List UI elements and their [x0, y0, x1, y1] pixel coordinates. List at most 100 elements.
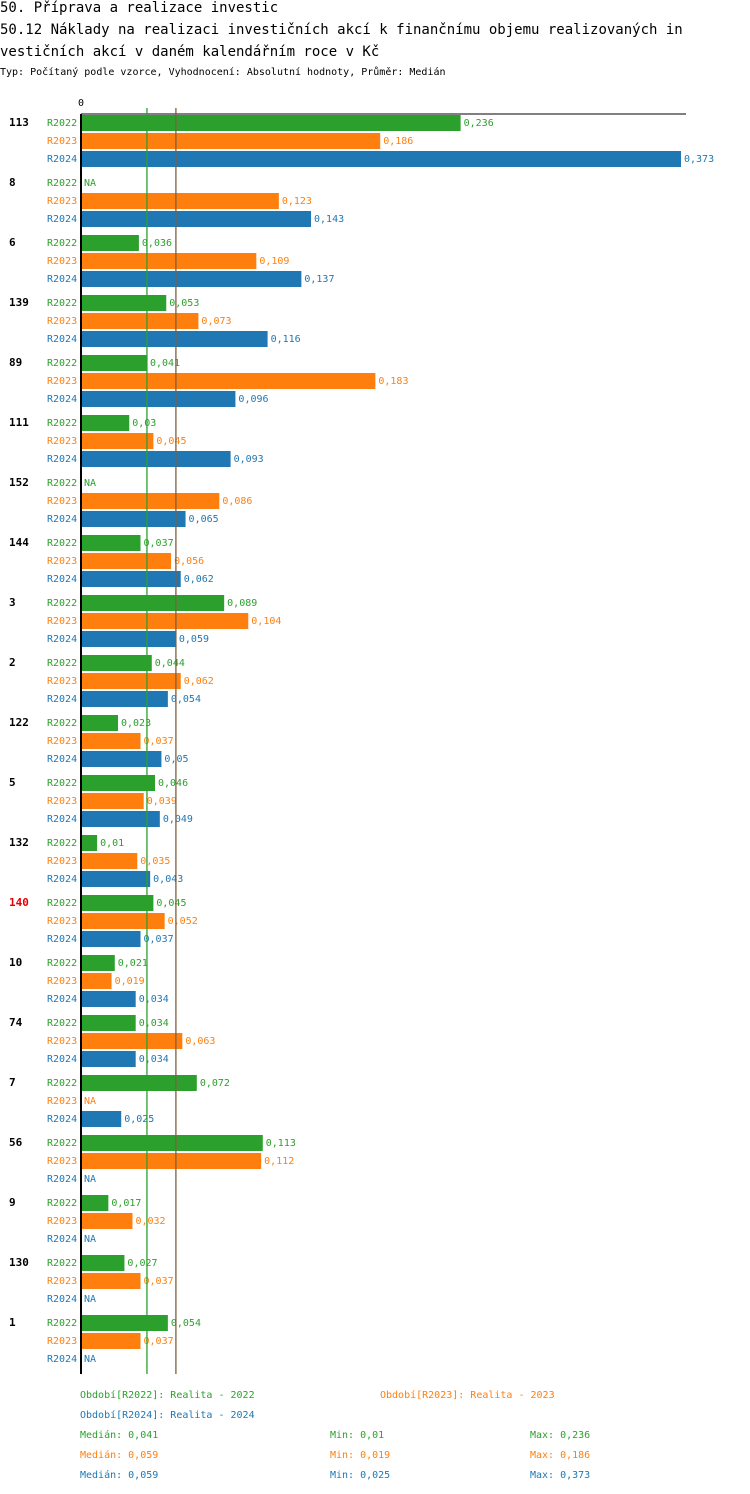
- value-label-140-R2022: 0,045: [156, 898, 186, 909]
- category-label-130: 130: [9, 1256, 29, 1269]
- bar-2-R2023: [81, 673, 181, 689]
- series-label-6-R2023: R2023: [47, 256, 77, 267]
- category-label-56: 56: [9, 1136, 23, 1149]
- series-label-122-R2023: R2023: [47, 736, 77, 747]
- value-label-1-R2024: NA: [84, 1354, 96, 1365]
- category-label-2: 2: [9, 656, 16, 669]
- bar-144-R2023: [81, 553, 172, 569]
- bar-2-R2024: [81, 691, 168, 707]
- legend-r2022: Období[R2022]: Realita - 2022: [80, 1390, 255, 1401]
- bar-113-R2024: [81, 151, 681, 167]
- bar-3-R2023: [81, 613, 249, 629]
- stat-median-r2022: Medián: 0,041: [80, 1430, 159, 1441]
- bar-9-R2023: [81, 1213, 133, 1229]
- value-label-144-R2023: 0,056: [174, 556, 204, 567]
- bar-89-R2022: [81, 355, 147, 371]
- category-label-7: 7: [9, 1076, 16, 1089]
- series-label-89-R2024: R2024: [47, 394, 77, 405]
- series-label-1-R2022: R2022: [47, 1318, 77, 1329]
- series-label-74-R2022: R2022: [47, 1018, 77, 1029]
- value-label-111-R2022: 0,03: [132, 418, 156, 429]
- value-label-130-R2024: NA: [84, 1294, 96, 1305]
- category-label-74: 74: [9, 1016, 23, 1029]
- bar-7-R2024: [81, 1111, 122, 1127]
- bar-132-R2024: [81, 871, 151, 887]
- stat-min-r2024: Min: 0,025: [330, 1470, 391, 1481]
- value-label-8-R2022: NA: [84, 178, 96, 189]
- series-label-5-R2023: R2023: [47, 796, 77, 807]
- value-label-6-R2024: 0,137: [304, 274, 334, 285]
- value-label-89-R2024: 0,096: [238, 394, 268, 405]
- series-label-3-R2023: R2023: [47, 616, 77, 627]
- series-label-2-R2023: R2023: [47, 676, 77, 687]
- stat-median-r2024: Medián: 0,059: [80, 1470, 159, 1481]
- value-label-152-R2022: NA: [84, 478, 96, 489]
- bar-139-R2022: [81, 295, 167, 311]
- bar-140-R2024: [81, 931, 141, 947]
- value-label-2-R2023: 0,062: [184, 676, 214, 687]
- value-label-139-R2022: 0,053: [169, 298, 199, 309]
- series-label-132-R2022: R2022: [47, 838, 77, 849]
- series-label-113-R2023: R2023: [47, 136, 77, 147]
- legend-r2024: Období[R2024]: Realita - 2024: [80, 1410, 255, 1421]
- value-label-3-R2022: 0,089: [227, 598, 257, 609]
- bar-56-R2023: [81, 1153, 262, 1169]
- value-label-8-R2023: 0,123: [282, 196, 312, 207]
- bar-89-R2023: [81, 373, 376, 389]
- bar-6-R2024: [81, 271, 302, 287]
- category-label-111: 111: [9, 416, 29, 429]
- series-label-144-R2022: R2022: [47, 538, 77, 549]
- value-label-9-R2022: 0,017: [111, 1198, 141, 1209]
- bar-130-R2022: [81, 1255, 125, 1271]
- series-label-1-R2024: R2024: [47, 1354, 77, 1365]
- category-label-140: 140: [9, 896, 29, 909]
- series-label-74-R2023: R2023: [47, 1036, 77, 1047]
- category-label-3: 3: [9, 596, 16, 609]
- bar-130-R2023: [81, 1273, 141, 1289]
- series-label-140-R2022: R2022: [47, 898, 77, 909]
- value-label-10-R2023: 0,019: [115, 976, 145, 987]
- series-label-140-R2024: R2024: [47, 934, 77, 945]
- value-label-111-R2024: 0,093: [234, 454, 264, 465]
- series-label-6-R2024: R2024: [47, 274, 77, 285]
- value-label-111-R2023: 0,045: [156, 436, 186, 447]
- category-label-113: 113: [9, 116, 29, 129]
- bar-132-R2022: [81, 835, 98, 851]
- bar-144-R2022: [81, 535, 141, 551]
- bar-8-R2023: [81, 193, 279, 209]
- bar-89-R2024: [81, 391, 236, 407]
- category-label-5: 5: [9, 776, 16, 789]
- bar-9-R2022: [81, 1195, 109, 1211]
- series-label-111-R2023: R2023: [47, 436, 77, 447]
- value-label-56-R2022: 0,113: [266, 1138, 296, 1149]
- value-label-7-R2024: 0,025: [124, 1114, 154, 1125]
- value-label-139-R2024: 0,116: [271, 334, 301, 345]
- bar-3-R2024: [81, 631, 176, 647]
- value-label-7-R2023: NA: [84, 1096, 96, 1107]
- value-label-144-R2022: 0,037: [144, 538, 174, 549]
- value-label-140-R2024: 0,037: [144, 934, 174, 945]
- series-label-122-R2022: R2022: [47, 718, 77, 729]
- value-label-113-R2023: 0,186: [383, 136, 413, 147]
- stat-max-r2024: Max: 0,373: [530, 1470, 591, 1481]
- value-label-152-R2024: 0,065: [189, 514, 219, 525]
- bar-140-R2022: [81, 895, 154, 911]
- bar-6-R2022: [81, 235, 139, 251]
- value-label-10-R2022: 0,021: [118, 958, 148, 969]
- value-label-89-R2023: 0,183: [378, 376, 408, 387]
- value-label-7-R2022: 0,072: [200, 1078, 230, 1089]
- bar-122-R2023: [81, 733, 141, 749]
- value-label-122-R2022: 0,023: [121, 718, 151, 729]
- series-label-144-R2023: R2023: [47, 556, 77, 567]
- category-label-139: 139: [9, 296, 29, 309]
- category-label-8: 8: [9, 176, 16, 189]
- series-label-5-R2022: R2022: [47, 778, 77, 789]
- bar-5-R2023: [81, 793, 144, 809]
- value-label-6-R2022: 0,036: [142, 238, 172, 249]
- value-label-74-R2024: 0,034: [139, 1054, 169, 1065]
- series-label-130-R2023: R2023: [47, 1276, 77, 1287]
- value-label-152-R2023: 0,086: [222, 496, 252, 507]
- series-label-122-R2024: R2024: [47, 754, 77, 765]
- series-label-1-R2023: R2023: [47, 1336, 77, 1347]
